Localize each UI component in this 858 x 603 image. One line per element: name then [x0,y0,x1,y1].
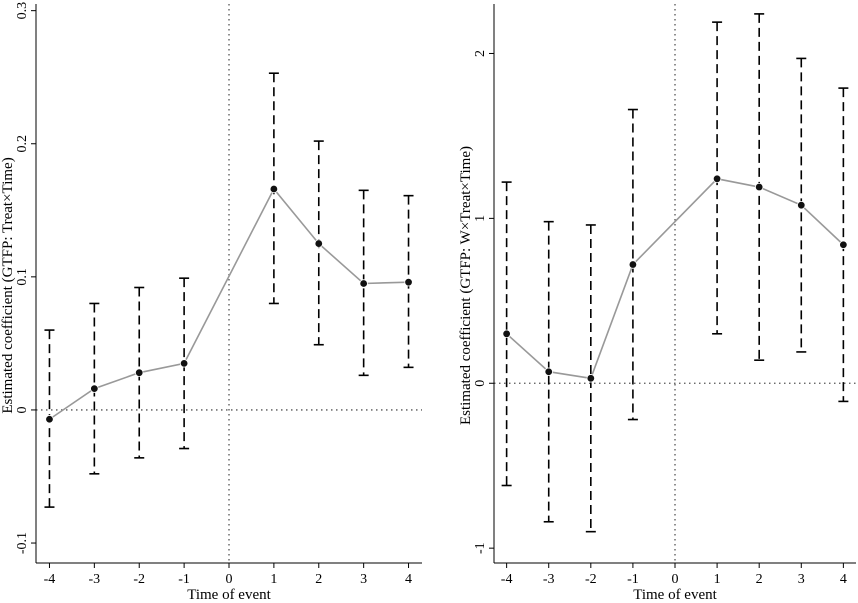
x-tick-label: -3 [89,572,101,587]
y-tick-label: 0.2 [15,135,30,153]
x-tick-label: -4 [44,572,56,587]
x-tick-label: -2 [585,572,597,587]
point-estimate-marker [359,279,368,288]
y-tick-label: -0.1 [15,532,30,554]
x-tick-label: 4 [405,572,412,587]
x-tick-label: 0 [226,572,233,587]
x-tick-label: -2 [133,572,145,587]
y-tick-label: 0 [473,380,488,387]
point-estimate-marker [712,174,722,183]
point-estimate-marker [179,359,189,368]
x-tick-label: -4 [501,572,513,587]
x-tick-label: 1 [270,572,277,587]
y-axis-title: Estimated coefficient (GTFP: Treat×Time) [0,157,16,413]
y-tick-label: 2 [473,50,488,57]
point-estimate-marker [586,374,596,383]
estimate-connecting-line [49,187,409,420]
point-estimate-marker [628,260,638,269]
x-tick-label: -1 [178,572,190,587]
x-tick-label: 1 [714,572,721,587]
y-tick-label: 1 [473,215,488,222]
x-tick-label: 4 [840,572,847,587]
left-event-study-panel: -0.1 0 0.1 0.2 0.3 -4 -3 -2 -1 0 1 2 3 4 Time of event… [0,2,422,603]
x-axis-title: Time of event [187,587,271,603]
x-tick-label: -3 [543,572,555,587]
y-tick-label: 0.3 [15,2,30,20]
point-estimate-marker [797,200,806,210]
x-tick-label: 3 [798,572,805,587]
y-axis-title: Estimated coefficient (GTFP: W×Treat×Tim… [458,146,474,425]
y-tick-label: -1 [473,542,488,554]
x-tick-label: 0 [672,572,679,587]
point-estimate-marker [754,182,764,192]
right-event-study-panel: -1 0 1 2 -4 -3 -2 -1 0 1 2 3 4 Time of event Estimated… [458,4,856,603]
point-estimate-marker [404,277,413,287]
estimate-connecting-line [506,177,844,380]
x-tick-label: 3 [360,572,367,587]
point-estimate-marker [544,367,553,376]
point-estimate-marker [135,368,144,377]
point-estimate-marker [502,329,511,338]
x-tick-label: 2 [756,572,763,587]
y-tick-label: 0.1 [15,268,30,286]
point-estimate-marker [314,239,323,248]
point-estimate-marker [839,240,848,249]
point-estimate-marker [90,384,99,393]
point-estimate-marker [45,415,54,424]
x-axis-title: Time of event [633,587,717,603]
point-estimate-marker [269,184,279,194]
x-tick-label: -1 [627,572,639,587]
y-tick-label: 0 [15,406,30,413]
x-tick-label: 2 [315,572,322,587]
